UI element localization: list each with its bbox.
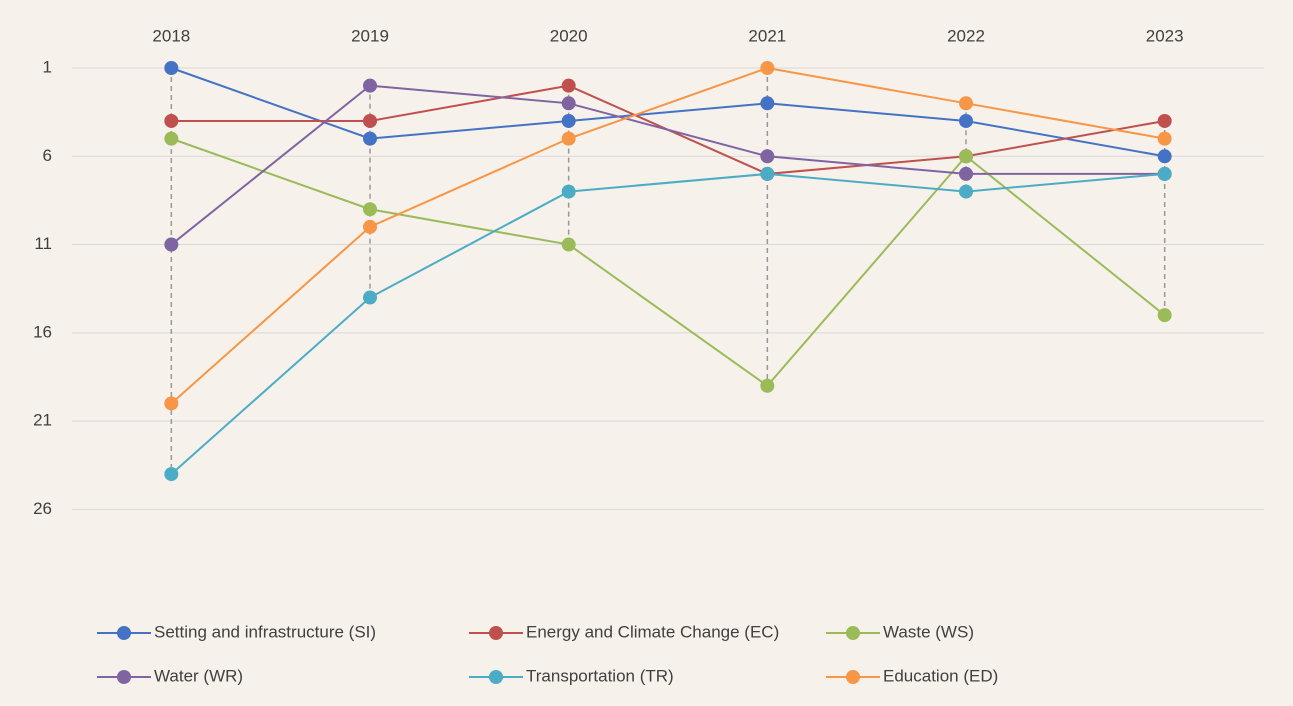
y-tick-label: 16 (33, 322, 52, 341)
legend-label: Setting and infrastructure (SI) (154, 622, 376, 641)
legend-label: Education (ED) (883, 666, 998, 685)
point (363, 79, 377, 93)
point (959, 185, 973, 199)
point (164, 396, 178, 410)
legend-marker (117, 626, 131, 640)
point (164, 61, 178, 75)
point (959, 167, 973, 181)
point (959, 96, 973, 110)
point (760, 61, 774, 75)
legend-label: Water (WR) (154, 666, 243, 685)
point (760, 96, 774, 110)
chart: 1611162126201820192020202120222023Settin… (0, 0, 1293, 706)
legend-marker (846, 626, 860, 640)
point (1158, 149, 1172, 163)
point (760, 379, 774, 393)
point (363, 202, 377, 216)
point (363, 114, 377, 128)
legend-label: Energy and Climate Change (EC) (526, 622, 779, 641)
legend-marker (846, 670, 860, 684)
y-tick-label: 1 (43, 57, 52, 76)
point (363, 132, 377, 146)
point (562, 132, 576, 146)
x-tick-label: 2023 (1146, 26, 1184, 45)
background (0, 0, 1293, 706)
legend-label: Waste (WS) (883, 622, 974, 641)
point (760, 167, 774, 181)
point (1158, 167, 1172, 181)
point (562, 114, 576, 128)
x-tick-label: 2021 (748, 26, 786, 45)
point (1158, 308, 1172, 322)
legend-label: Transportation (TR) (526, 666, 674, 685)
point (164, 238, 178, 252)
point (959, 114, 973, 128)
point (164, 132, 178, 146)
point (363, 220, 377, 234)
x-tick-label: 2018 (152, 26, 190, 45)
point (959, 149, 973, 163)
point (562, 238, 576, 252)
legend-marker (489, 670, 503, 684)
x-tick-label: 2022 (947, 26, 985, 45)
point (562, 79, 576, 93)
point (363, 291, 377, 305)
x-tick-label: 2019 (351, 26, 389, 45)
point (760, 149, 774, 163)
y-tick-label: 26 (33, 499, 52, 518)
y-tick-label: 6 (43, 146, 52, 165)
point (164, 114, 178, 128)
x-tick-label: 2020 (550, 26, 588, 45)
point (164, 467, 178, 481)
point (562, 96, 576, 110)
point (562, 185, 576, 199)
legend-marker (489, 626, 503, 640)
point (1158, 132, 1172, 146)
y-tick-label: 11 (34, 234, 52, 253)
y-tick-label: 21 (33, 411, 52, 430)
point (1158, 114, 1172, 128)
legend-marker (117, 670, 131, 684)
